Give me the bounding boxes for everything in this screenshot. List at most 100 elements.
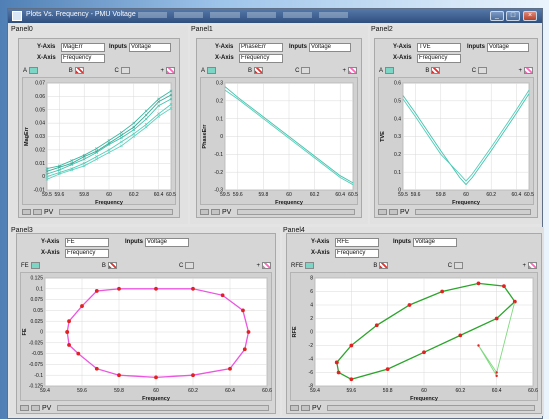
zoom-tool-icon[interactable] <box>200 209 209 215</box>
cursor-name: + <box>160 67 164 74</box>
x-axis-title: Frequency <box>142 396 171 402</box>
cursor-1[interactable]: B <box>248 67 264 74</box>
data-point <box>67 319 71 324</box>
cursor-3[interactable]: + <box>342 67 357 74</box>
cursor-0[interactable]: FE <box>21 262 40 269</box>
inputs-select[interactable]: Voltage <box>129 43 171 52</box>
menu-item[interactable] <box>210 12 240 18</box>
graph-svg[interactable]: 59.4 59.6 59.8 60 60.2 60.4 60.6 -8 -6 -4 -2 0 2 4 6 8 F… <box>291 273 539 402</box>
cursor-0[interactable]: RFE <box>291 262 314 269</box>
cursor-1[interactable]: B <box>69 67 84 74</box>
graph-palette: PV <box>378 208 409 216</box>
data-point <box>157 100 161 104</box>
data-point <box>157 97 161 101</box>
zoom-tool-icon[interactable] <box>378 209 387 215</box>
panel-2: Panel2 Y-Axis TVE X-Axis Frequency Inputs Volt… <box>370 26 542 224</box>
graph-svg[interactable]: 59.4 59.6 59.8 60 60.2 60.4 60.6 -0.125 -0.1 -0.0… <box>21 273 273 402</box>
cursor-1[interactable]: B <box>102 262 117 269</box>
menu-item[interactable] <box>246 12 276 18</box>
x-tick-label: 60.4 <box>225 388 235 394</box>
cursor-1[interactable]: B <box>373 262 389 269</box>
y-tick-label: 0 <box>310 330 313 336</box>
data-point <box>117 286 121 291</box>
graph-svg[interactable]: 59.5 59.6 59.8 60 60.2 60.4 60.5 -0.3 -0.2 -0.1 0 0… <box>201 78 359 206</box>
cursor-2[interactable]: C <box>295 67 311 74</box>
horizontal-scrollbar[interactable] <box>237 209 355 215</box>
cursor-0[interactable]: A <box>23 67 39 74</box>
y-axis-select[interactable]: RFE <box>335 238 379 247</box>
inputs-select[interactable]: Voltage <box>145 238 189 247</box>
y-tick-label: -6 <box>309 370 314 376</box>
app-icon <box>12 11 22 21</box>
y-axis-select[interactable]: PhaseErr <box>239 43 283 52</box>
zoom-tool-icon[interactable] <box>22 209 31 215</box>
cursor-2[interactable]: C <box>114 67 130 74</box>
x-axis-select[interactable]: Frequency <box>335 249 379 258</box>
menu-item[interactable] <box>318 12 349 18</box>
cursor-2[interactable]: C <box>448 262 464 269</box>
x-axis-select[interactable]: Frequency <box>61 54 105 63</box>
zoom-tool-icon[interactable] <box>290 405 299 411</box>
cursor-0[interactable]: A <box>379 67 395 74</box>
cursor-2[interactable]: C <box>179 262 195 269</box>
inputs-select[interactable]: Voltage <box>487 43 529 52</box>
menu-item[interactable] <box>174 12 204 18</box>
graph-svg[interactable]: 59.5 59.6 59.8 60 60.2 60.4 60.5 -0.01 0 0.01 0.02… <box>23 78 177 206</box>
data-point <box>169 97 173 101</box>
graph-svg[interactable]: 59.5 59.6 59.8 60 60.2 60.4 60.5 0 0.1 0.2 0.3 0.4 0… <box>379 78 535 206</box>
close-button[interactable]: × <box>523 11 537 21</box>
zoom-tool-icon[interactable] <box>20 405 29 411</box>
inputs-select[interactable]: Voltage <box>413 238 457 247</box>
data-point <box>334 360 339 365</box>
series-line-1 <box>224 89 354 186</box>
y-tick-label: 0 <box>42 174 45 180</box>
x-axis-select[interactable]: Frequency <box>417 54 461 63</box>
x-tick-label: 59.6 <box>346 388 356 394</box>
inputs-select[interactable]: Voltage <box>309 43 351 52</box>
data-point <box>242 347 247 352</box>
cursor-3[interactable]: + <box>522 262 537 269</box>
horizontal-scrollbar[interactable] <box>57 405 269 411</box>
y-axis-select[interactable]: TVE <box>417 43 461 52</box>
inputs-label: Inputs <box>393 239 411 245</box>
cursor-swatch <box>185 262 195 269</box>
data-point <box>45 169 49 173</box>
pan-tool-icon[interactable] <box>33 209 42 215</box>
cursor-2[interactable]: C <box>472 67 488 74</box>
horizontal-scrollbar[interactable] <box>59 209 173 215</box>
maximize-button[interactable]: □ <box>506 11 520 21</box>
panel-label: Panel2 <box>371 26 393 33</box>
x-tick-label: 60 <box>106 192 112 198</box>
title-bar[interactable]: Plots Vs. Frequency - PMU Voltage _ □ × <box>8 9 542 23</box>
data-point <box>107 148 111 152</box>
y-axis-select[interactable]: MagErr <box>61 43 105 52</box>
cursor-3[interactable]: + <box>256 262 271 269</box>
x-tick-label: 60 <box>153 388 159 394</box>
horizontal-scrollbar[interactable] <box>327 405 535 411</box>
x-axis-select[interactable]: Frequency <box>65 249 109 258</box>
pan-tool-icon[interactable] <box>211 209 220 215</box>
menu-item[interactable] <box>138 12 168 18</box>
data-point <box>70 168 74 172</box>
cursor-3[interactable]: + <box>160 67 175 74</box>
series-line-0 <box>224 86 354 184</box>
pan-tool-icon[interactable] <box>301 405 310 411</box>
cursor-0[interactable]: A <box>201 67 217 74</box>
data-point <box>440 289 445 294</box>
cursor-1[interactable]: B <box>425 67 441 74</box>
pan-tool-icon[interactable] <box>31 405 40 411</box>
pan-tool-icon[interactable] <box>389 209 398 215</box>
menu-item[interactable] <box>282 12 312 18</box>
data-point <box>57 172 61 176</box>
data-point <box>76 351 81 356</box>
minimize-button[interactable]: _ <box>490 11 504 21</box>
horizontal-scrollbar[interactable] <box>415 209 531 215</box>
cursor-name: FE <box>21 262 29 269</box>
cursor-swatch <box>29 67 39 74</box>
x-axis-title: Frequency <box>275 200 304 206</box>
cursor-3[interactable]: + <box>518 67 533 74</box>
data-point <box>349 343 354 348</box>
y-axis-select[interactable]: FE <box>65 238 109 247</box>
y-tick-label: -0.01 <box>34 188 46 194</box>
x-axis-select[interactable]: Frequency <box>239 54 283 63</box>
